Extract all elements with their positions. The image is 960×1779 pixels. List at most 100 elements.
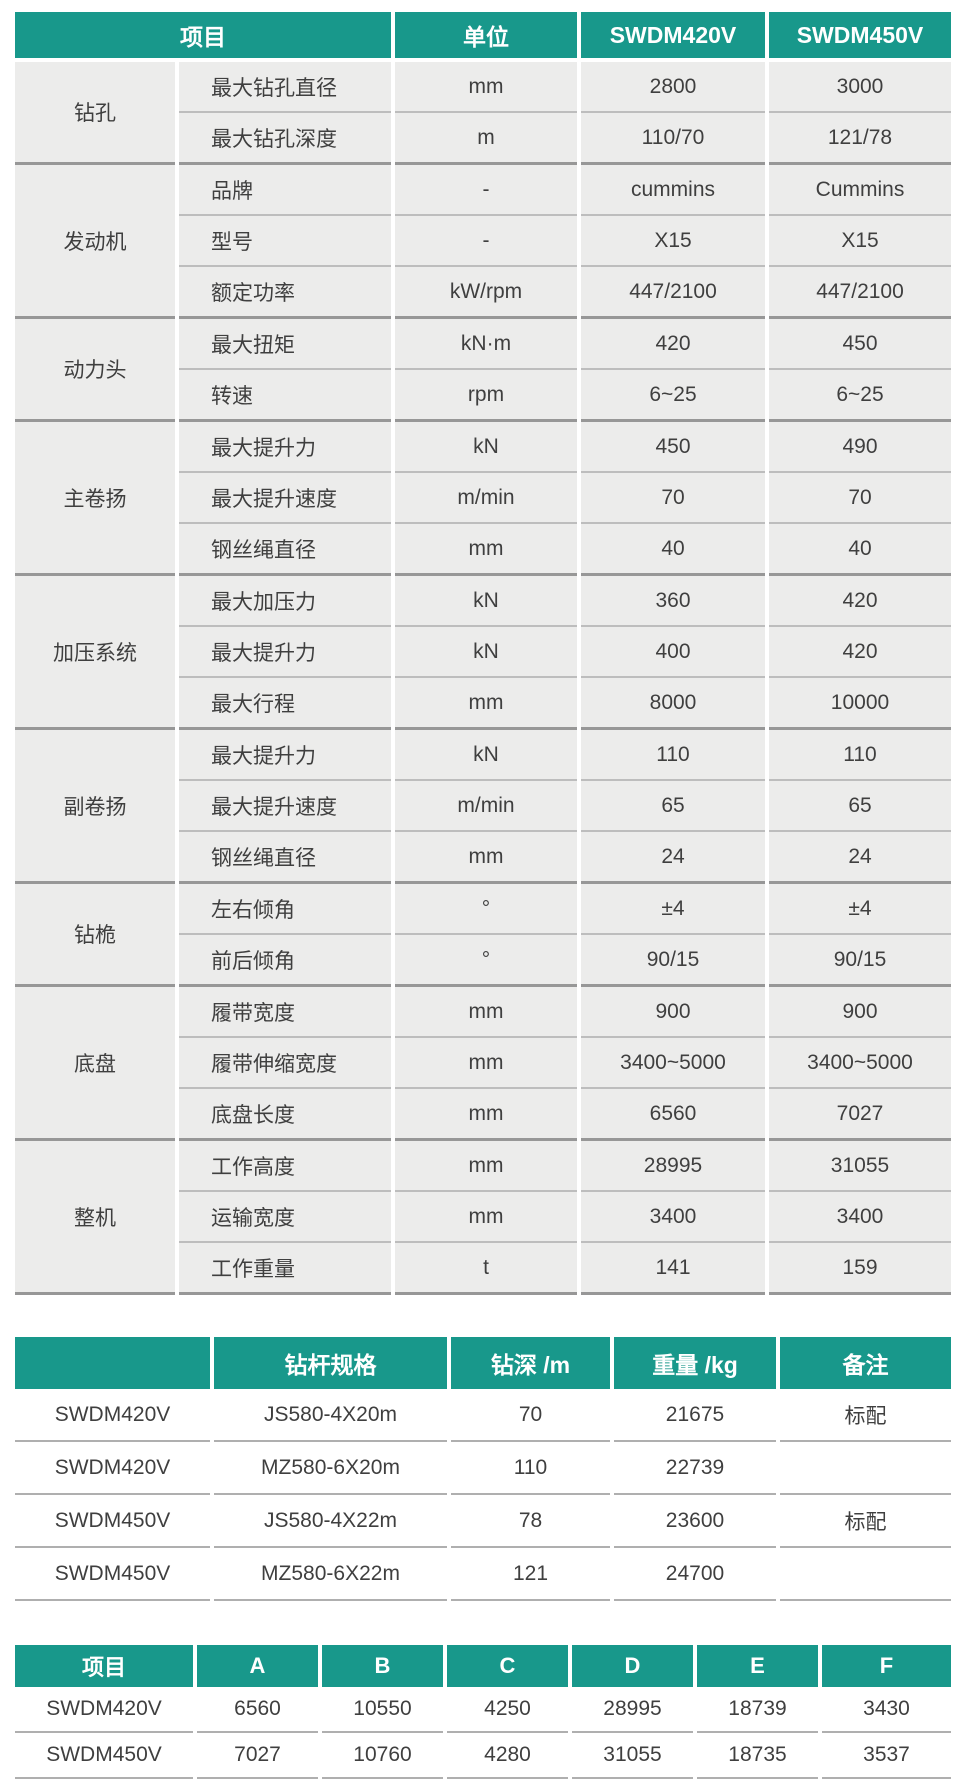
spec-value-cell-model2: ±4 — [765, 881, 951, 934]
spec-value-cell-model2: 121/78 — [765, 111, 951, 164]
spec-value-cell-model1: 110/70 — [577, 111, 767, 164]
spec-group-cell: 钻桅 — [15, 881, 177, 986]
dim-table-header: 项目 A B C D E F — [15, 1645, 951, 1687]
spec-param-cell: 型号 — [175, 214, 393, 266]
dim-header-row: 项目 A B C D E F — [15, 1645, 951, 1687]
spec-unit-cell: rpm — [391, 368, 579, 421]
spec-group-cell: 发动机 — [15, 162, 177, 318]
pipe-note-cell: 标配 — [776, 1389, 951, 1441]
spec-row: 最大行程 mm 8000 10000 — [15, 676, 951, 729]
spec-param-cell: 最大钻孔直径 — [175, 58, 393, 112]
spec-unit-cell: kW/rpm — [391, 265, 579, 318]
spec-value-cell-model2: 24 — [765, 830, 951, 883]
spec-group-cell: 加压系统 — [15, 573, 177, 729]
spec-value-cell-model2: 420 — [765, 625, 951, 677]
spec-value-cell-model2: 450 — [765, 316, 951, 369]
pipe-model-cell: SWDM450V — [15, 1546, 212, 1600]
pipe-spec-cell: JS580-4X20m — [210, 1389, 449, 1441]
spec-group-cell: 动力头 — [15, 316, 177, 421]
spec-unit-cell: mm — [391, 676, 579, 729]
pipe-note-cell: 标配 — [776, 1493, 951, 1547]
spec-section-row: 发动机 品牌 - cummins Cummins — [15, 162, 951, 318]
spec-unit-cell: kN — [391, 727, 579, 780]
pipe-weight-cell: 24700 — [610, 1546, 778, 1600]
spec-param-cell: 最大提升力 — [175, 419, 393, 472]
spec-value-cell-model1: 28995 — [577, 1138, 767, 1191]
pipe-weight-cell: 22739 — [610, 1440, 778, 1494]
dim-value-cell: 10550 — [318, 1687, 445, 1732]
pipe-model-cell: SWDM450V — [15, 1493, 212, 1547]
spec-param-cell: 钢丝绳直径 — [175, 522, 393, 575]
dim-model-cell: SWDM420V — [15, 1687, 195, 1732]
spec-value-cell-model1: 3400 — [577, 1190, 767, 1242]
pipe-header-spec: 钻杆规格 — [210, 1337, 449, 1389]
spec-unit-cell: - — [391, 162, 579, 215]
spec-value-cell-model2: 31055 — [765, 1138, 951, 1191]
spec-value-cell-model2: 90/15 — [765, 933, 951, 986]
spec-row: 钢丝绳直径 mm 40 40 — [15, 522, 951, 575]
spec-row: 最大提升速度 m/min 70 70 — [15, 471, 951, 523]
dim-value-cell: 3537 — [818, 1731, 951, 1778]
pipe-depth-cell: 110 — [447, 1440, 612, 1494]
spec-unit-cell: kN — [391, 573, 579, 626]
dim-header-B: B — [318, 1645, 445, 1687]
spec-section-row: 钻桅 左右倾角 ° ±4 ±4 — [15, 881, 951, 986]
spec-unit-cell: ° — [391, 881, 579, 934]
spec-unit-cell: m — [391, 111, 579, 164]
spec-row: 钢丝绳直径 mm 24 24 — [15, 830, 951, 883]
spec-param-cell: 前后倾角 — [175, 933, 393, 986]
spec-value-cell-model1: 90/15 — [577, 933, 767, 986]
spec-unit-cell: mm — [391, 1087, 579, 1140]
pipe-table-header: 钻杆规格 钻深 /m 重量 /kg 备注 — [15, 1337, 951, 1389]
spec-param-cell: 履带宽度 — [175, 984, 393, 1037]
spec-value-cell-model2: 6~25 — [765, 368, 951, 421]
spec-row: 履带伸缩宽度 mm 3400~5000 3400~5000 — [15, 1036, 951, 1088]
dim-value-cell: 18735 — [693, 1731, 820, 1778]
spec-value-cell-model1: 360 — [577, 573, 767, 626]
spec-unit-cell: - — [391, 214, 579, 266]
spec-header-unit: 单位 — [391, 12, 579, 62]
pipe-model-cell: SWDM420V — [15, 1389, 212, 1441]
spec-row: 最大提升力 kN 400 420 — [15, 625, 951, 677]
spec-row: 最大提升速度 m/min 65 65 — [15, 779, 951, 831]
spec-value-cell-model1: 420 — [577, 316, 767, 369]
spec-param-cell: 最大提升速度 — [175, 779, 393, 831]
spec-row: 最大钻孔深度 m 110/70 121/78 — [15, 111, 951, 164]
spec-value-cell-model2: 447/2100 — [765, 265, 951, 318]
dim-value-cell: 6560 — [193, 1687, 320, 1732]
pipe-weight-cell: 21675 — [610, 1389, 778, 1441]
spec-value-cell-model1: 70 — [577, 471, 767, 523]
spec-value-cell-model1: 40 — [577, 522, 767, 575]
spec-value-cell-model1: 900 — [577, 984, 767, 1037]
pipe-header-empty — [15, 1337, 212, 1389]
spec-value-cell-model1: 3400~5000 — [577, 1036, 767, 1088]
pipe-note-cell — [776, 1546, 951, 1600]
dim-value-cell: 7027 — [193, 1731, 320, 1778]
spec-param-cell: 转速 — [175, 368, 393, 421]
spec-section-row: 副卷扬 最大提升力 kN 110 110 — [15, 727, 951, 883]
spec-unit-cell: t — [391, 1241, 579, 1294]
spec-unit-cell: m/min — [391, 779, 579, 831]
spec-value-cell-model2: 65 — [765, 779, 951, 831]
spec-param-cell: 最大扭矩 — [175, 316, 393, 369]
dim-header-item: 项目 — [15, 1645, 195, 1687]
spec-group-cell: 主卷扬 — [15, 419, 177, 575]
spec-unit-cell: m/min — [391, 471, 579, 523]
spec-value-cell-model1: 450 — [577, 419, 767, 472]
spec-param-cell: 运输宽度 — [175, 1190, 393, 1242]
dim-value-cell: 3430 — [818, 1687, 951, 1732]
pipe-row: SWDM420V MZ580-6X20m 110 22739 — [15, 1440, 951, 1494]
spec-value-cell-model2: 110 — [765, 727, 951, 780]
dim-value-cell: 31055 — [568, 1731, 695, 1778]
pipe-depth-cell: 121 — [447, 1546, 612, 1600]
dim-header-D: D — [568, 1645, 695, 1687]
dim-table-body: SWDM420V 6560 10550 4250 28995 18739 3430 SWDM4… — [15, 1687, 951, 1778]
pipe-depth-cell: 70 — [447, 1389, 612, 1441]
spec-value-cell-model2: X15 — [765, 214, 951, 266]
pipe-spec-cell: JS580-4X22m — [210, 1493, 449, 1547]
dim-value-cell: 10760 — [318, 1731, 445, 1778]
pipe-spec-cell: MZ580-6X22m — [210, 1546, 449, 1600]
spec-param-cell: 左右倾角 — [175, 881, 393, 934]
pipe-header-note: 备注 — [776, 1337, 951, 1389]
spec-row: 额定功率 kW/rpm 447/2100 447/2100 — [15, 265, 951, 318]
